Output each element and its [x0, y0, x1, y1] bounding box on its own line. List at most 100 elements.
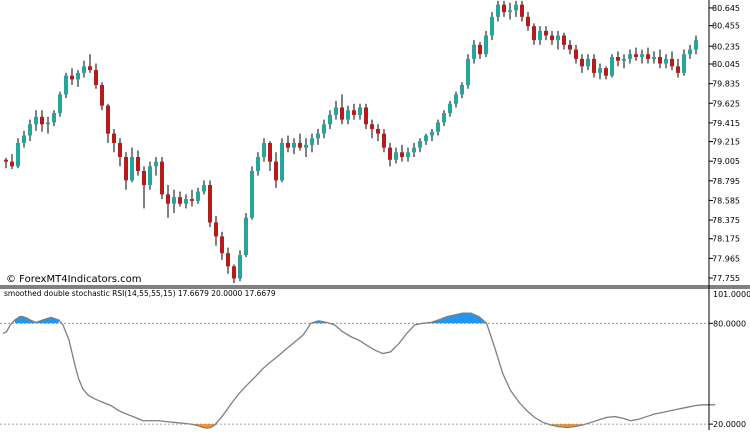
candle-body — [382, 133, 386, 148]
candle-body — [346, 110, 350, 120]
candle-body — [520, 4, 524, 17]
candle-body — [172, 197, 176, 204]
candle-body — [118, 142, 122, 157]
price-tick-label: 77.755 — [712, 274, 740, 283]
candle-body — [454, 94, 458, 104]
candle-body — [112, 133, 116, 143]
candle-body — [562, 35, 566, 45]
candle-body — [352, 110, 356, 115]
candle-body — [490, 16, 494, 36]
candle-body — [358, 107, 362, 115]
candle-body — [160, 161, 164, 195]
price-tick-label: 79.415 — [712, 119, 740, 128]
price-tick-label: 79.005 — [712, 157, 740, 166]
indicator-title: smoothed double stochastic RSI(14,55,55,… — [4, 289, 276, 298]
candle-body — [46, 122, 50, 125]
candle-body — [370, 124, 374, 129]
candle-body — [220, 236, 224, 254]
candle-body — [226, 253, 230, 267]
candle-body — [502, 4, 506, 13]
candle-body — [238, 255, 242, 279]
candle-body — [472, 44, 476, 59]
candle-body — [148, 166, 152, 186]
indicator-tick-label: 80.0000 — [713, 319, 746, 328]
candle-body — [496, 4, 500, 17]
candle-body — [130, 156, 134, 181]
indicator-panel: smoothed double stochastic RSI(14,55,55,… — [0, 287, 750, 429]
price-tick-label: 80.645 — [712, 4, 740, 13]
candle-body — [460, 85, 464, 95]
candle-body — [364, 107, 368, 125]
candle-body — [322, 124, 326, 134]
candle-body — [4, 159, 8, 162]
indicator-tick-label: 101.0000 — [713, 290, 750, 299]
candle-body — [688, 49, 692, 55]
price-tick-label: 78.375 — [712, 216, 740, 225]
candle-body — [670, 58, 674, 67]
candle-body — [508, 10, 512, 13]
candle-body — [16, 142, 20, 167]
candle-body — [556, 35, 560, 41]
candle-body — [190, 199, 194, 201]
candle-body — [586, 58, 590, 67]
candle-body — [610, 57, 614, 76]
candle-body — [442, 113, 446, 123]
candle-body — [640, 54, 644, 57]
candle-body — [28, 124, 32, 136]
price-tick-label: 78.585 — [712, 196, 740, 205]
candle-body — [466, 58, 470, 86]
candle-body — [544, 30, 548, 36]
candle-body — [568, 44, 572, 50]
overbought-fill — [423, 313, 487, 324]
candle-body — [268, 142, 272, 162]
candle-body — [628, 54, 632, 59]
candle-body — [328, 114, 332, 125]
candle-body — [634, 54, 638, 57]
candle-body — [658, 57, 662, 64]
candle-body — [178, 197, 182, 204]
candle-body — [100, 85, 104, 106]
candle-body — [616, 57, 620, 61]
candle-body — [94, 70, 98, 86]
candle-body — [142, 171, 146, 186]
candle-body — [250, 171, 254, 218]
candle-body — [424, 135, 428, 142]
candle-body — [604, 68, 608, 76]
price-panel: © ForexMT4Indicators.com 80.64580.45580.… — [4, 0, 740, 285]
price-tick-label: 79.625 — [712, 99, 740, 108]
price-tick-label: 79.835 — [712, 80, 740, 89]
candle-body — [448, 103, 452, 114]
candle-body — [340, 107, 344, 120]
candle-body — [694, 40, 698, 50]
candle-body — [208, 185, 212, 223]
candle-body — [82, 66, 86, 73]
candle-body — [232, 266, 236, 279]
candle-body — [52, 113, 56, 123]
candle-body — [682, 54, 686, 73]
candles-group — [4, 0, 698, 284]
candle-body — [394, 152, 398, 160]
candle-body — [316, 133, 320, 139]
candle-body — [136, 156, 140, 171]
candle-body — [214, 222, 218, 237]
candle-body — [154, 161, 158, 167]
candle-body — [652, 57, 656, 59]
price-tick-label: 80.235 — [712, 42, 740, 51]
indicator-tick-label: 20.0000 — [713, 420, 746, 429]
candle-body — [574, 49, 578, 59]
watermark-text: © ForexMT4Indicators.com — [6, 274, 142, 285]
candle-body — [202, 185, 206, 192]
candle-body — [598, 68, 602, 73]
candle-body — [376, 128, 380, 134]
candle-body — [412, 147, 416, 153]
candle-body — [526, 16, 530, 27]
indicator-line — [2, 312, 716, 429]
candle-body — [622, 58, 626, 61]
candle-body — [334, 107, 338, 115]
price-tick-label: 80.045 — [712, 60, 740, 69]
candle-body — [274, 161, 278, 181]
candle-body — [64, 75, 68, 95]
candle-body — [106, 105, 110, 134]
